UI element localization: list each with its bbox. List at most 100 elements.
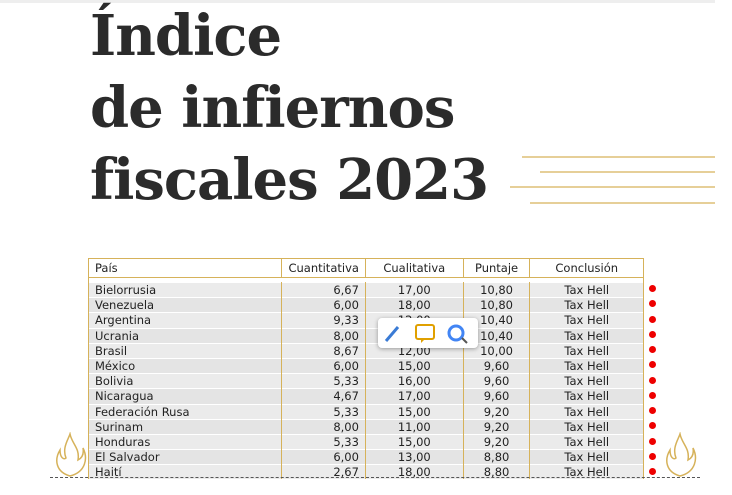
table-cell: 5,33 — [281, 403, 366, 420]
table-row: El Salvador 6,00 13,00 8,80 Tax Hell — [87, 449, 644, 465]
decoration — [510, 156, 715, 204]
table-cell: 11,00 — [364, 418, 464, 435]
title: Índice de infiernos fiscales 2023 — [90, 0, 489, 216]
table-cell: 6,00 — [281, 297, 366, 313]
table-cell: Tax Hell — [529, 418, 644, 435]
table-cell: 9,20 — [462, 418, 531, 435]
status-dot — [649, 468, 656, 475]
table-cell: 15,00 — [364, 403, 464, 420]
title-line: fiscales 2023 — [90, 147, 489, 213]
table-cell: 10,80 — [462, 297, 531, 313]
table-cell: Tax Hell — [529, 327, 644, 344]
table-cell: Tax Hell — [529, 281, 644, 298]
table-cell: 2,67 — [281, 464, 366, 480]
status-dot — [649, 315, 656, 323]
table-cell: El Salvador — [87, 449, 283, 465]
table-cell: 8,80 — [462, 449, 531, 465]
column-header: País — [87, 258, 283, 278]
status-dot — [649, 422, 656, 430]
table-cell: Brasil — [87, 342, 283, 359]
table-cell: 9,33 — [281, 312, 366, 329]
column-header: Cualitativa — [364, 258, 464, 278]
table-cell: Tax Hell — [529, 297, 644, 313]
flame-icon — [56, 432, 87, 477]
table-cell: Tax Hell — [529, 357, 644, 374]
table-cell: Tax Hell — [529, 403, 644, 420]
table-row: México 6,00 15,00 9,60 Tax Hell — [87, 357, 644, 374]
table-cell: Honduras — [87, 433, 283, 450]
table-cell: 8,00 — [281, 327, 366, 344]
table-cell: 9,20 — [462, 403, 531, 420]
table-cell: 4,67 — [281, 388, 366, 404]
table-cell: 6,00 — [281, 449, 366, 465]
status-dot — [649, 285, 656, 292]
table-row: Surinam 8,00 11,00 9,20 Tax Hell — [87, 418, 644, 435]
table-cell: 6,00 — [281, 357, 366, 374]
table-cell: 17,00 — [364, 281, 464, 298]
table-cell: Tax Hell — [529, 433, 644, 450]
table-row: Federación Rusa 5,33 15,00 9,20 Tax Hell — [87, 403, 644, 420]
selection-toolbar[interactable] — [378, 318, 478, 348]
table-cell: Tax Hell — [529, 342, 644, 359]
status-dot — [649, 452, 656, 460]
table-cell: Federación Rusa — [87, 403, 283, 420]
toolbar-icons — [384, 324, 468, 344]
status-dot — [649, 437, 656, 445]
table-cell: 10,40 — [462, 312, 531, 329]
table-cell: 5,33 — [281, 373, 366, 389]
table-cell: 18,00 — [364, 464, 464, 480]
table-row: Bolivia 5,33 16,00 9,60 Tax Hell — [87, 373, 644, 389]
table-cell: Bielorrusia — [87, 281, 283, 298]
table-cell: 6,67 — [281, 281, 366, 298]
table-cell: Tax Hell — [529, 449, 644, 465]
table-row: Venezuela 6,00 18,00 10,80 Tax Hell — [87, 297, 644, 313]
table-cell: 9,20 — [462, 433, 531, 450]
table-cell: 8,67 — [281, 342, 366, 359]
table-cell: Ucrania — [87, 327, 283, 344]
table-cell: 16,00 — [364, 373, 464, 389]
table-cell: 13,00 — [364, 449, 464, 465]
status-dot — [649, 407, 656, 414]
table-cell: 9,60 — [462, 357, 531, 374]
search-icon[interactable] — [447, 324, 465, 342]
dashed-line — [50, 477, 700, 478]
table-cell: 15,00 — [364, 357, 464, 374]
status-dot — [649, 300, 656, 308]
table-cell: Bolivia — [87, 373, 283, 389]
status-dot — [649, 361, 656, 369]
table-cell: 8,00 — [281, 418, 366, 435]
table-cell: Tax Hell — [529, 464, 644, 480]
table-cell: 10,80 — [462, 281, 531, 298]
column-header: Cuantitativa — [281, 258, 366, 278]
table-cell: Tax Hell — [529, 373, 644, 389]
edit-icon[interactable] — [384, 326, 400, 342]
column-header: Puntaje — [462, 258, 531, 278]
status-dot — [649, 391, 656, 399]
table-cell: Venezuela — [87, 297, 283, 313]
table-row: Brasil 8,67 12,00 10,00 Tax Hell — [87, 342, 644, 359]
top-line — [0, 0, 715, 3]
table-cell: Tax Hell — [529, 388, 644, 404]
status-dot — [649, 376, 656, 384]
table-cell: Argentina — [87, 312, 283, 329]
table-cell: 5,33 — [281, 433, 366, 450]
table-row: Haití 2,67 18,00 8,80 Tax Hell — [87, 464, 644, 480]
table-row: Nicaragua 4,67 17,00 9,60 Tax Hell — [87, 388, 644, 404]
column-header: Conclusión — [529, 258, 644, 278]
flame-icon — [666, 432, 697, 477]
table-cell: 8,80 — [462, 464, 531, 480]
comment-icon[interactable] — [415, 324, 435, 340]
table-cell: 17,00 — [364, 388, 464, 404]
table-row: Bielorrusia 6,67 17,00 10,80 Tax Hell — [87, 281, 644, 298]
table-cell: 10,00 — [462, 342, 531, 359]
table-cell: 15,00 — [364, 433, 464, 450]
title-line: de infiernos — [90, 75, 455, 141]
table-cell: 9,60 — [462, 373, 531, 389]
table-cell: Surinam — [87, 418, 283, 435]
table-cell: 10,40 — [462, 327, 531, 344]
table: País Cuantitativa Cualitativa Puntaje Conclu… — [87, 258, 644, 480]
status-dot — [649, 346, 656, 353]
